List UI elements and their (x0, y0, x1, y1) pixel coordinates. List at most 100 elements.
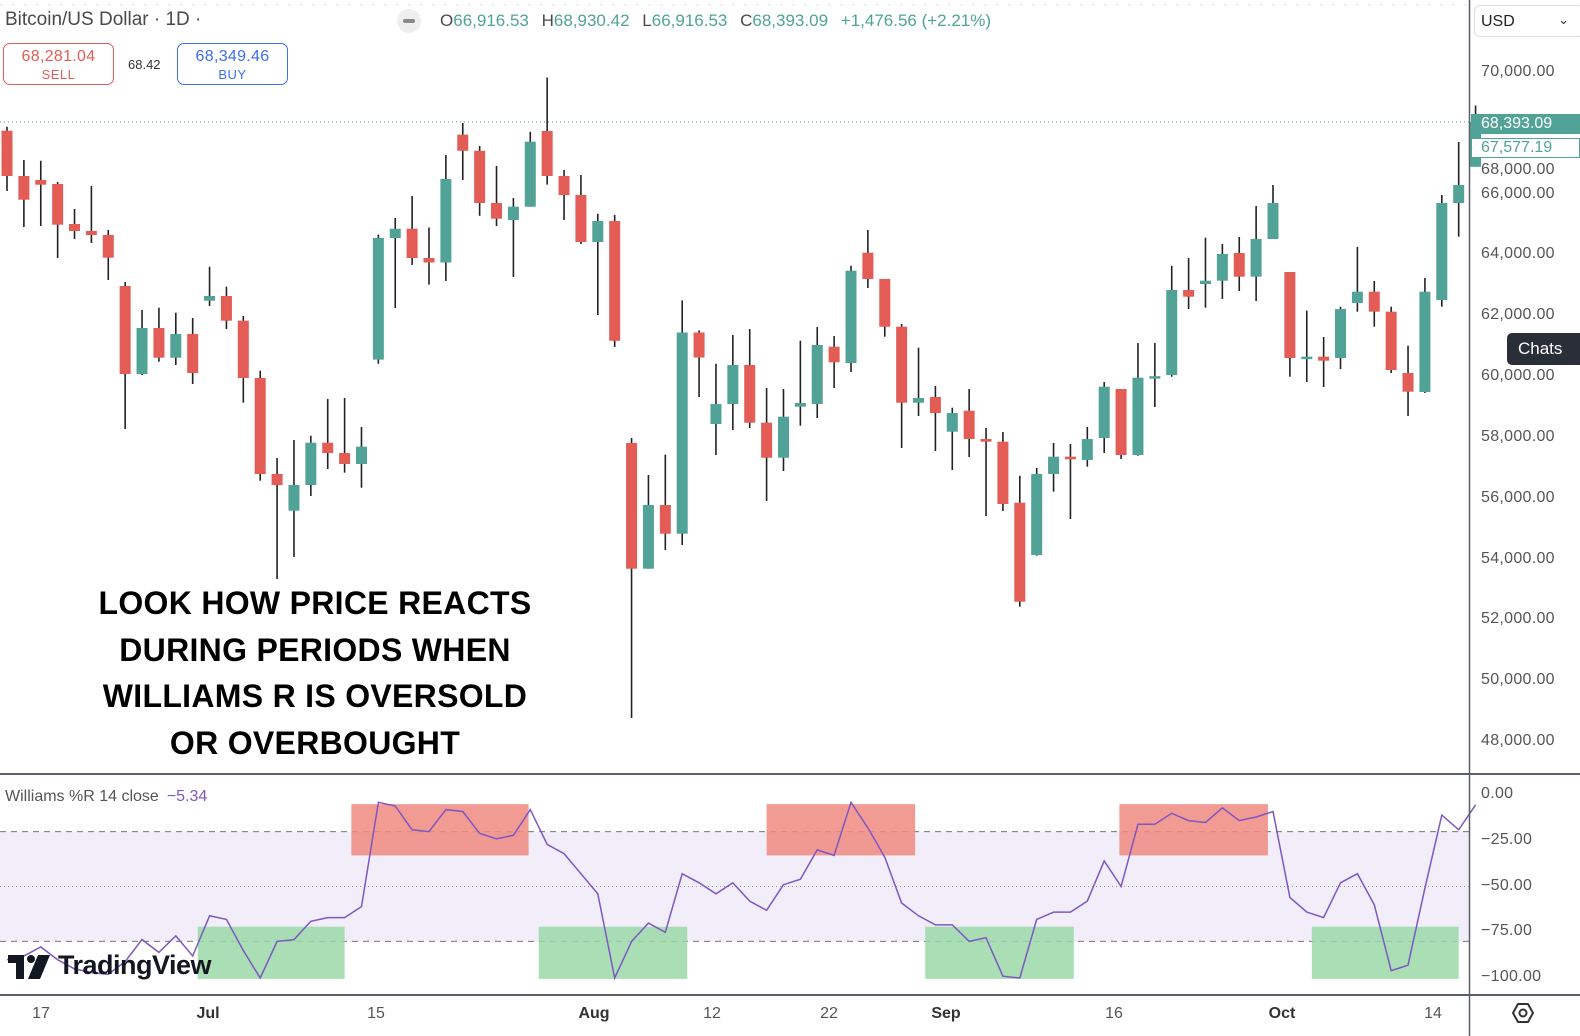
candle-body (237, 320, 249, 379)
candle (592, 213, 604, 316)
williams-r-pane (0, 800, 1477, 981)
candle-body (170, 334, 182, 358)
sell-button[interactable]: 68,281.04 SELL (3, 43, 114, 85)
annotation-line: LOOK HOW PRICE REACTS (98, 585, 532, 621)
candle (710, 363, 722, 456)
candle (1368, 281, 1380, 327)
open-label: O (440, 11, 454, 30)
annotation-line: OR OVERBOUGHT (169, 724, 461, 761)
buy-label: BUY (218, 67, 247, 82)
candle-body (1098, 386, 1110, 439)
candle-body (1149, 376, 1161, 379)
candle-body (929, 396, 941, 414)
candle (119, 282, 131, 430)
indicator-value: −5.34 (166, 788, 208, 805)
candle (946, 407, 958, 471)
time-tick-label: 17 (32, 1005, 50, 1022)
candle-body (727, 364, 739, 405)
candle (1149, 343, 1161, 407)
candle (1, 126, 13, 191)
candle (237, 316, 249, 403)
candle-body (642, 505, 654, 569)
candle (1014, 475, 1026, 607)
candle (1048, 442, 1060, 492)
symbol-title[interactable]: Bitcoin/US Dollar · 1D · (5, 9, 202, 30)
candle-body (102, 234, 114, 258)
indicator-legend[interactable]: Williams %R 14 close −5.34 (5, 788, 207, 806)
time-tick-label: 22 (820, 1005, 838, 1022)
indicator-tick-label: −50.00 (1481, 876, 1533, 894)
candle-body (423, 258, 435, 263)
collapse-minus-icon[interactable] (397, 9, 421, 33)
candle-body (879, 278, 891, 327)
candle (254, 370, 266, 481)
candles-layer (1, 77, 1482, 718)
sell-price: 68,281.04 (21, 48, 96, 65)
candle (423, 227, 435, 285)
currency-select[interactable]: USD ⌄ (1474, 5, 1580, 37)
candle (153, 307, 165, 362)
candle (609, 215, 621, 347)
candle (693, 330, 705, 397)
annotation-line: DURING PERIODS WHEN (119, 631, 511, 668)
candle-body (474, 150, 486, 204)
candle-body (913, 397, 925, 403)
candle-body (575, 195, 587, 242)
currency-value: USD (1481, 13, 1515, 30)
candle-body (794, 403, 806, 407)
high-value: 68,930.42 (553, 11, 630, 30)
candle-body (609, 221, 621, 341)
candle-body (1250, 239, 1262, 277)
previous-price-label: 67,577.19 (1471, 138, 1580, 158)
price-tick-label: 66,000.00 (1481, 184, 1555, 202)
candle (963, 388, 975, 457)
candle (339, 397, 351, 473)
candle (136, 310, 148, 376)
candle (1267, 185, 1279, 240)
time-tick-label: 14 (1424, 1005, 1442, 1022)
candle (1183, 258, 1195, 310)
candle-body (69, 223, 81, 232)
candle (541, 77, 553, 185)
candle-body (254, 378, 266, 474)
candle-body (659, 505, 671, 534)
chevron-down-icon: ⌄ (1558, 12, 1569, 27)
candle-body (1402, 372, 1414, 392)
candle (642, 474, 654, 569)
price-tick-label: 56,000.00 (1481, 488, 1555, 506)
indicator-tick-label: 0.00 (1481, 785, 1514, 802)
candle (1335, 306, 1347, 370)
candle (828, 335, 840, 388)
candle-body (963, 410, 975, 440)
chats-button[interactable]: Chats (1507, 333, 1580, 365)
candle (322, 398, 334, 469)
buy-button[interactable]: 68,349.46 BUY (177, 43, 288, 85)
candle (929, 386, 941, 451)
candle-body (491, 203, 503, 219)
settings-gear-icon[interactable] (1511, 1001, 1535, 1025)
candle-body (1081, 439, 1093, 460)
candle-body (389, 228, 401, 239)
candle-body (693, 332, 705, 358)
annotation-text: LOOK HOW PRICE REACTS DURING PERIODS WHE… (60, 580, 570, 766)
candle-body (372, 238, 384, 360)
time-tick-label: Oct (1268, 1005, 1296, 1022)
oversold-highlight-box (925, 926, 1074, 979)
candle-body (18, 175, 30, 200)
indicator-title: Williams %R 14 close (5, 788, 159, 805)
candle (474, 146, 486, 216)
candle (52, 181, 64, 259)
price-tick-label: 48,000.00 (1481, 732, 1555, 750)
candle-body (1031, 473, 1043, 555)
candle-body (524, 141, 536, 207)
close-value: 68,393.09 (752, 11, 829, 30)
candle-body (1048, 456, 1060, 474)
candle-body (507, 206, 519, 221)
candle-body (710, 404, 722, 424)
candle-body (355, 446, 367, 465)
ohlc-readout: O66,916.53 H68,930.42 L66,916.53 C68,393… (440, 11, 991, 31)
tradingview-logo-icon (8, 955, 50, 979)
candle (1385, 306, 1397, 373)
candle-body (862, 252, 874, 279)
